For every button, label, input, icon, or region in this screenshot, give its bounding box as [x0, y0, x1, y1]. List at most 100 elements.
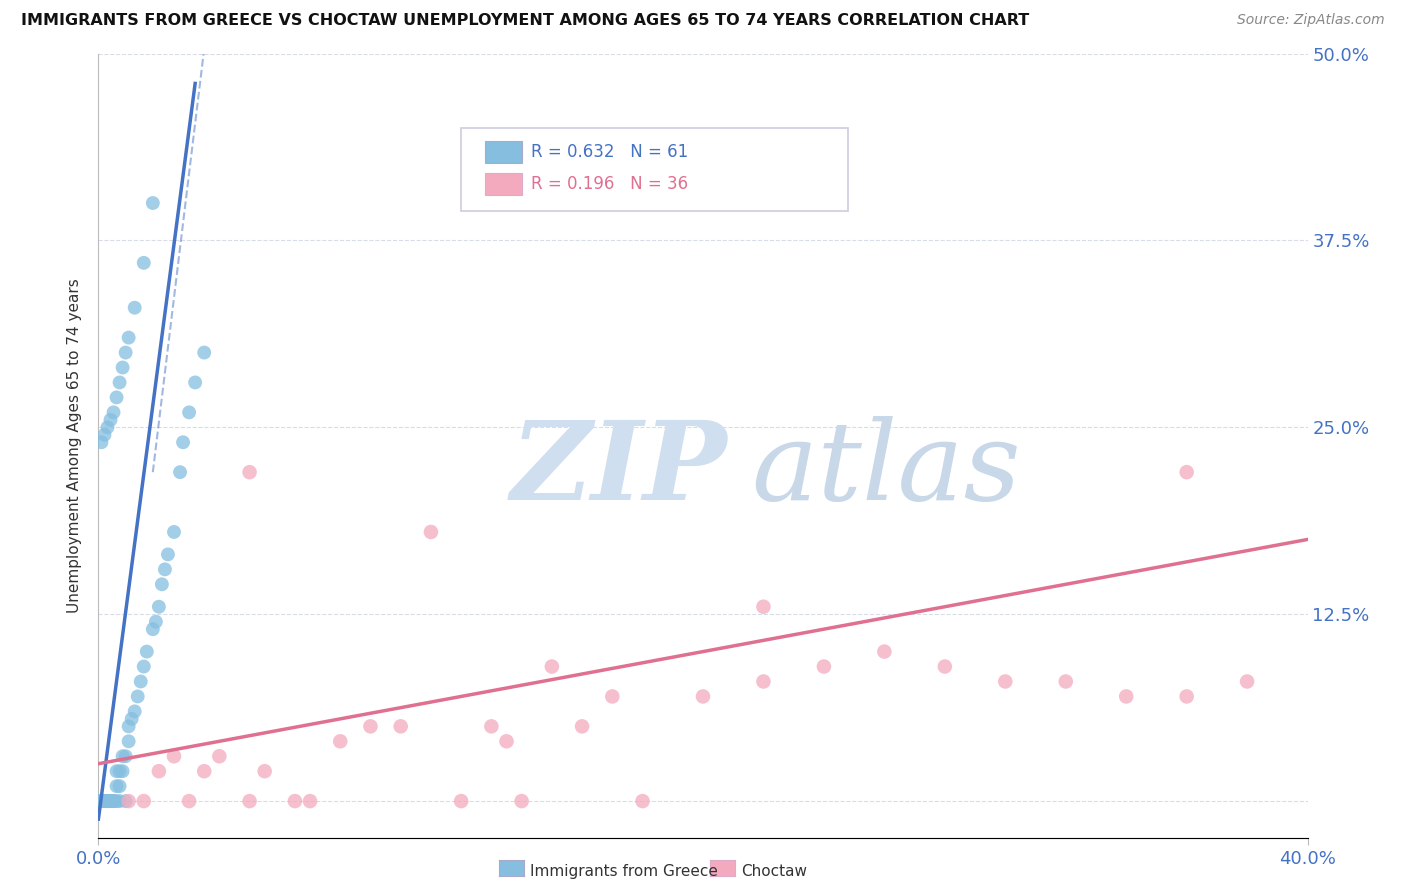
Point [114, 794, 136, 808]
Point [510, 794, 533, 808]
Point [148, 764, 170, 779]
Text: IMMIGRANTS FROM GREECE VS CHOCTAW UNEMPLOYMENT AMONG AGES 65 TO 74 YEARS CORRELA: IMMIGRANTS FROM GREECE VS CHOCTAW UNEMPL… [21, 13, 1029, 29]
Point [540, 659, 562, 673]
Y-axis label: Unemployment Among Ages 65 to 74 years: Unemployment Among Ages 65 to 74 years [67, 278, 83, 614]
Point [105, 779, 128, 793]
Point [193, 764, 215, 779]
Text: atlas: atlas [751, 416, 1021, 524]
FancyBboxPatch shape [461, 128, 848, 211]
Point [184, 376, 207, 390]
Point [132, 256, 155, 270]
Text: Choctaw: Choctaw [741, 864, 807, 879]
Point [118, 794, 141, 808]
Point [481, 719, 503, 733]
Point [108, 376, 131, 390]
Point [132, 659, 155, 673]
Point [132, 794, 155, 808]
Point [111, 360, 134, 375]
Point [571, 719, 593, 733]
Point [93, 794, 115, 808]
Point [172, 435, 194, 450]
Point [96, 794, 118, 808]
Point [90, 435, 112, 450]
Point [101, 794, 124, 808]
Point [93, 794, 115, 808]
Point [169, 465, 191, 479]
Point [103, 794, 125, 808]
Point [93, 427, 115, 442]
Point [111, 749, 134, 764]
Point [103, 794, 125, 808]
Point [142, 196, 165, 211]
Point [163, 524, 186, 539]
Point [96, 420, 118, 434]
Point [1115, 690, 1137, 704]
Point [631, 794, 654, 808]
Point [111, 764, 134, 779]
Point [100, 413, 122, 427]
Text: Source: ZipAtlas.com: Source: ZipAtlas.com [1237, 13, 1385, 28]
Point [148, 599, 170, 614]
Point [89, 794, 111, 808]
Point [179, 405, 201, 419]
Point [96, 794, 118, 808]
Point [103, 405, 125, 419]
Point [105, 794, 128, 808]
Point [420, 524, 443, 539]
Point [602, 690, 624, 704]
Point [105, 764, 128, 779]
Point [284, 794, 307, 808]
Text: R = 0.196   N = 36: R = 0.196 N = 36 [531, 175, 689, 193]
Point [813, 659, 835, 673]
Point [100, 794, 122, 808]
Point [495, 734, 517, 748]
Point [127, 690, 149, 704]
Point [752, 674, 775, 689]
Point [118, 719, 141, 733]
Point [193, 345, 215, 359]
Point [360, 719, 382, 733]
Point [145, 615, 167, 629]
Text: Immigrants from Greece: Immigrants from Greece [530, 864, 718, 879]
Point [156, 548, 179, 562]
Point [752, 599, 775, 614]
Point [124, 301, 146, 315]
Point [108, 794, 131, 808]
Point [121, 712, 143, 726]
Point [1054, 674, 1077, 689]
Point [934, 659, 956, 673]
Point [100, 794, 122, 808]
Point [208, 749, 231, 764]
Point [142, 622, 165, 636]
Point [692, 690, 714, 704]
Point [179, 794, 201, 808]
Point [98, 794, 121, 808]
Point [994, 674, 1017, 689]
Text: ZIP: ZIP [510, 416, 727, 524]
Point [90, 794, 112, 808]
Point [118, 734, 141, 748]
Point [96, 794, 118, 808]
Point [114, 345, 136, 359]
Point [90, 794, 112, 808]
Point [100, 794, 122, 808]
Point [105, 391, 128, 405]
Point [873, 644, 896, 658]
Point [1175, 690, 1198, 704]
Point [239, 794, 262, 808]
Point [129, 674, 152, 689]
Point [114, 749, 136, 764]
Point [94, 794, 117, 808]
Point [1175, 465, 1198, 479]
Point [124, 705, 146, 719]
Point [108, 779, 131, 793]
FancyBboxPatch shape [485, 173, 522, 194]
Point [239, 465, 262, 479]
Point [329, 734, 352, 748]
Point [1236, 674, 1258, 689]
Point [299, 794, 322, 808]
Point [153, 562, 176, 576]
FancyBboxPatch shape [485, 142, 522, 163]
Point [103, 794, 125, 808]
Point [450, 794, 472, 808]
